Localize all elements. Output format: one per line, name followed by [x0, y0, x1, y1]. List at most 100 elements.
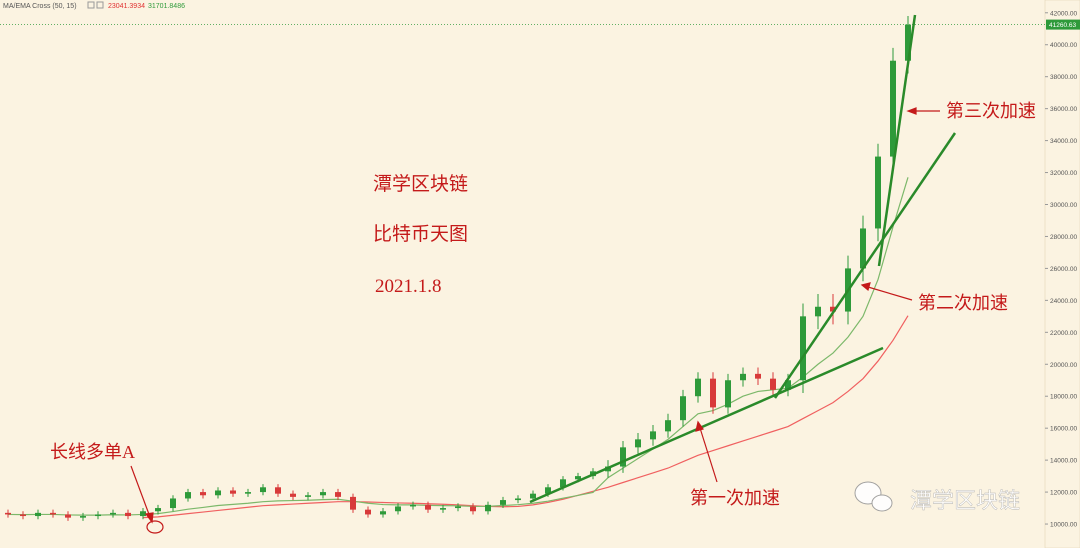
trend-line	[529, 346, 884, 504]
candle-body	[425, 504, 431, 510]
candle-body	[755, 373, 761, 379]
trend-lines	[529, 14, 957, 504]
y-tick-label: 36000.00	[1050, 106, 1077, 113]
y-tick-label: 22000.00	[1050, 330, 1077, 337]
arrow-head	[906, 107, 917, 115]
accel-text: 第二次加速	[918, 293, 1008, 313]
entry-text: 长线多单A	[50, 442, 135, 462]
candle-body	[155, 508, 161, 512]
accel-text: 第一次加速	[690, 488, 780, 508]
watermark-text: 潭学区块链	[910, 489, 1020, 514]
ma-line	[142, 315, 909, 519]
candle-body	[65, 514, 71, 518]
candle-body	[305, 495, 311, 497]
arrow	[867, 286, 913, 301]
arrow-head	[695, 420, 704, 432]
candle-body	[710, 378, 716, 408]
candle-body	[395, 506, 401, 512]
candle-body	[800, 316, 806, 381]
candle-body	[875, 156, 881, 229]
trend-line	[877, 14, 917, 267]
y-tick-label: 28000.00	[1050, 234, 1077, 241]
candle-body	[680, 396, 686, 421]
candle-body	[185, 492, 191, 499]
subtitle-text: 比特币天图	[373, 223, 468, 245]
brand-text: 潭学区块链	[373, 173, 468, 195]
candle-body	[380, 511, 386, 515]
trend-line	[773, 132, 957, 399]
date-text: 2021.1.8	[375, 276, 442, 297]
wechat-icon	[871, 494, 893, 512]
y-tick-label: 40000.00	[1050, 42, 1077, 49]
candle-body	[290, 493, 296, 497]
indicator-value: 31701.8486	[148, 3, 185, 10]
watermark: 潭学区块链	[854, 481, 1020, 514]
candle-body	[440, 508, 446, 510]
icon[interactable]	[96, 1, 104, 9]
candle-body	[485, 504, 491, 512]
price-axis	[1044, 0, 1080, 548]
y-tick-label: 30000.00	[1050, 202, 1077, 209]
icon[interactable]	[87, 1, 95, 9]
y-tick-label: 14000.00	[1050, 458, 1077, 465]
y-tick-label: 24000.00	[1050, 298, 1077, 305]
arrow	[699, 427, 718, 483]
y-tick-label: 26000.00	[1050, 266, 1077, 273]
candle-body	[665, 420, 671, 432]
y-tick-label: 42000.00	[1050, 10, 1077, 17]
candle-body	[455, 506, 461, 509]
candle-body	[470, 506, 476, 512]
y-tick-label: 20000.00	[1050, 362, 1077, 369]
candle-body	[620, 447, 626, 467]
y-tick-label: 12000.00	[1050, 490, 1077, 497]
last-price-box	[1046, 19, 1080, 30]
candle-body	[695, 378, 701, 397]
candle-body	[260, 487, 266, 493]
arrows	[130, 107, 940, 524]
arrow-head	[860, 282, 871, 292]
candle-body	[815, 306, 821, 317]
indicator-value: 23041.3934	[108, 3, 145, 10]
candle-body	[575, 476, 581, 480]
arrow-head	[144, 512, 154, 524]
candle-body	[350, 496, 356, 510]
candle-body	[50, 512, 56, 515]
y-tick-label: 16000.00	[1050, 426, 1077, 433]
candle-body	[320, 492, 326, 496]
last-price-label: 41260.63	[1049, 22, 1076, 29]
accel-text: 第三次加速	[946, 101, 1036, 121]
candle-body	[740, 373, 746, 381]
candle-body	[125, 512, 131, 517]
candle-body	[905, 24, 911, 61]
candle-body	[500, 500, 506, 505]
candle-body	[650, 431, 656, 440]
candle-body	[230, 490, 236, 494]
candle-body	[830, 306, 836, 312]
candle-body	[35, 512, 41, 517]
candle-body	[335, 492, 341, 497]
candle-body	[5, 512, 11, 515]
candle-body	[200, 492, 206, 496]
arrow	[130, 465, 151, 518]
candle-body	[365, 509, 371, 515]
y-tick-label: 32000.00	[1050, 170, 1077, 177]
candle-body	[545, 487, 551, 494]
y-tick-label: 18000.00	[1050, 394, 1077, 401]
candle-body	[410, 504, 416, 507]
y-tick-label: 34000.00	[1050, 138, 1077, 145]
candle-body	[20, 514, 26, 517]
candle-body	[860, 228, 866, 269]
candle-body	[215, 490, 221, 496]
candle-body	[245, 492, 251, 494]
candle-body	[560, 479, 566, 488]
candle-body	[725, 380, 731, 408]
y-tick-label: 38000.00	[1050, 74, 1077, 81]
candle-body	[635, 439, 641, 448]
candle-body	[530, 493, 536, 499]
candle-body	[890, 60, 896, 157]
y-tick-label: 10000.00	[1050, 522, 1077, 529]
candle-body	[275, 487, 281, 494]
candle-body	[785, 380, 791, 390]
